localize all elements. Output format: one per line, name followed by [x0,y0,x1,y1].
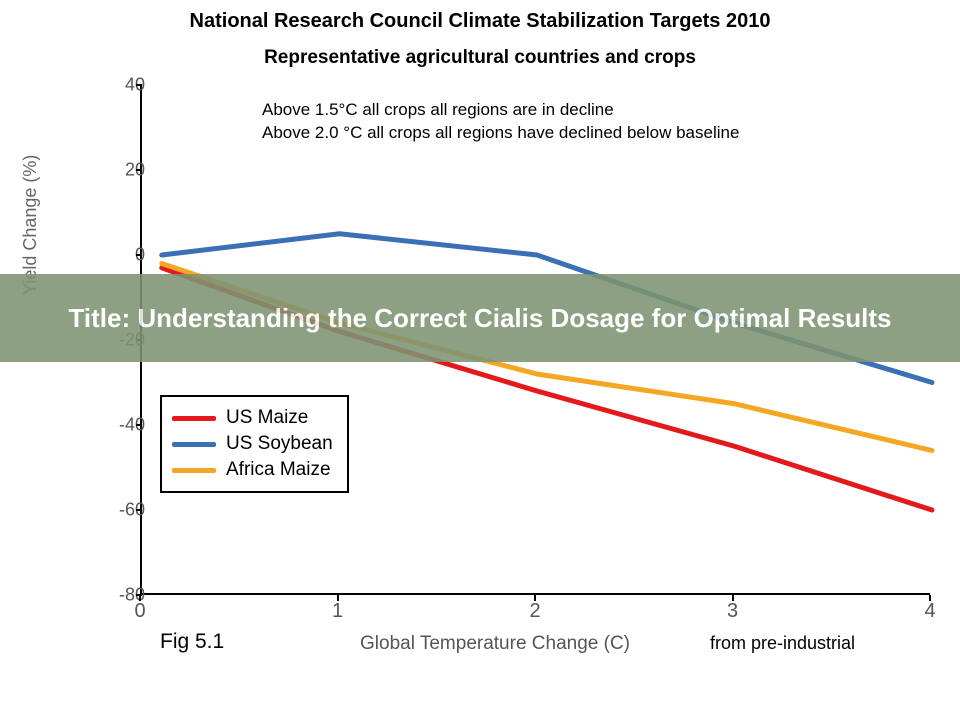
legend-row: US Maize [172,405,333,431]
figure-label: Fig 5.1 [160,630,224,654]
x-tick-mark [534,595,536,601]
x-tick-label: 0 [134,600,145,623]
legend-swatch [172,416,216,421]
x-axis-label: Global Temperature Change (C) [360,633,630,655]
legend-swatch [172,468,216,473]
legend-swatch [172,442,216,447]
x-tick-mark [337,595,339,601]
x-tick-label: 2 [529,600,540,623]
legend-label: US Maize [226,407,308,429]
x-tick-mark [732,595,734,601]
chart-annotation: Above 2.0 °C all crops all regions have … [262,123,739,143]
legend-row: Africa Maize [172,457,333,483]
x-tick-label: 1 [332,600,343,623]
chart-annotation: Above 1.5°C all crops all regions are in… [262,100,614,120]
x-tick-label: 4 [924,600,935,623]
overlay-banner: Title: Understanding the Correct Cialis … [0,274,960,362]
chart-title-main: National Research Council Climate Stabil… [0,0,960,33]
y-tick-mark [136,169,142,171]
chart-container: Yield Change (%) Above 1.5°C all crops a… [60,85,940,645]
x-tick-label: 3 [727,600,738,623]
x-tick-mark [139,595,141,601]
y-tick-mark [136,424,142,426]
legend-row: US Soybean [172,431,333,457]
y-tick-mark [136,509,142,511]
x-axis-label-suffix: from pre-industrial [710,633,855,654]
y-tick-mark [136,84,142,86]
legend-label: Africa Maize [226,459,331,481]
chart-title-sub: Representative agricultural countries an… [0,33,960,69]
legend-label: US Soybean [226,433,333,455]
legend-box: US Maize US Soybean Africa Maize [160,395,349,493]
x-tick-mark [929,595,931,601]
y-tick-mark [136,254,142,256]
overlay-text: Title: Understanding the Correct Cialis … [69,302,892,335]
